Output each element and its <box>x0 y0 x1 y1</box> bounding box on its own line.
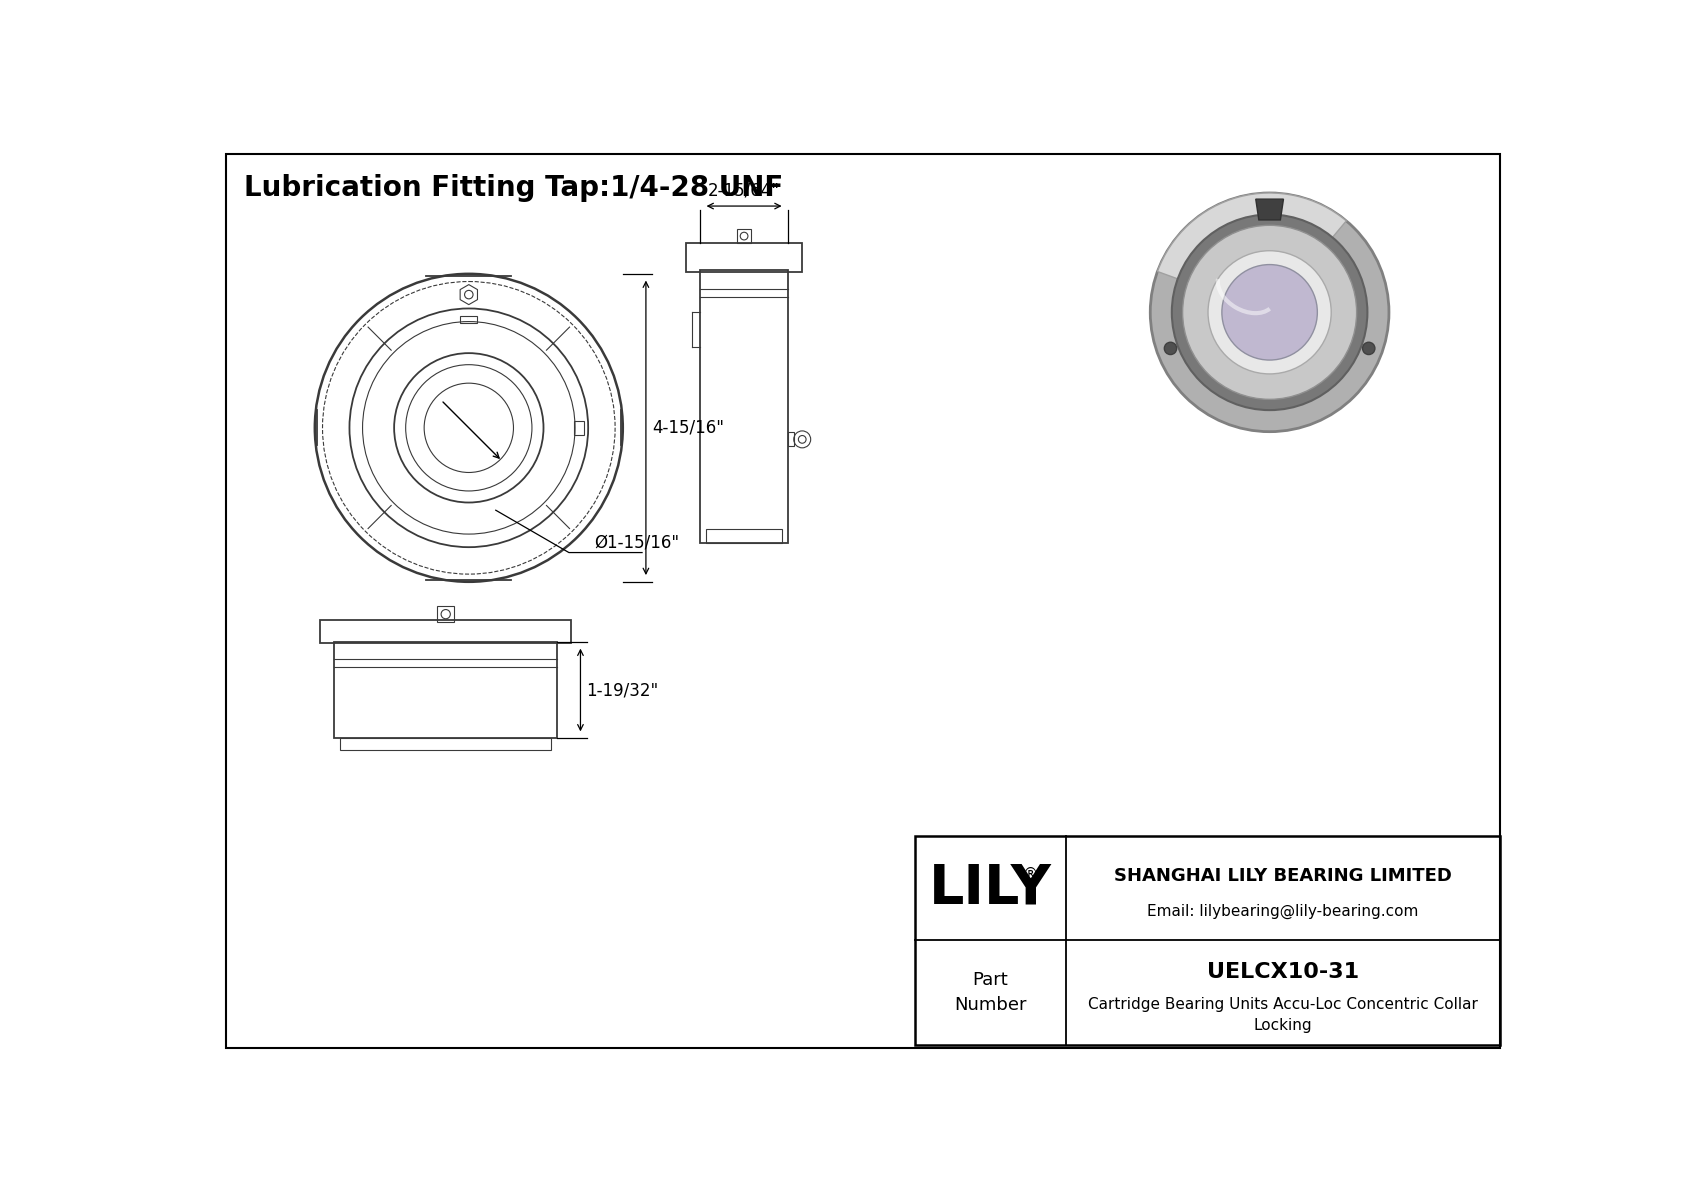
Text: Email: lilybearing@lily-bearing.com: Email: lilybearing@lily-bearing.com <box>1147 904 1418 918</box>
Wedge shape <box>1157 193 1346 280</box>
Text: SHANGHAI LILY BEARING LIMITED: SHANGHAI LILY BEARING LIMITED <box>1113 867 1452 885</box>
Bar <box>685 243 802 273</box>
Text: 2-15/64": 2-15/64" <box>707 181 780 199</box>
Circle shape <box>1164 342 1177 355</box>
Text: Part
Number: Part Number <box>955 971 1027 1014</box>
Text: Locking: Locking <box>1253 1018 1312 1034</box>
Circle shape <box>1150 193 1389 431</box>
Circle shape <box>1182 225 1357 399</box>
Text: 1-19/32": 1-19/32" <box>586 681 658 699</box>
Text: 4-15/16": 4-15/16" <box>652 419 724 437</box>
Bar <box>701 270 788 543</box>
Bar <box>438 606 455 622</box>
Bar <box>574 420 584 435</box>
Bar <box>340 738 551 750</box>
Polygon shape <box>1256 199 1283 220</box>
Circle shape <box>1207 251 1332 374</box>
Bar <box>460 316 477 323</box>
Text: Ø1-15/16": Ø1-15/16" <box>594 534 679 551</box>
Text: LILY: LILY <box>930 861 1052 915</box>
Bar <box>738 229 751 243</box>
Text: ®: ® <box>1022 867 1037 881</box>
Bar <box>320 621 571 643</box>
Text: UELCX10-31: UELCX10-31 <box>1207 961 1359 981</box>
Circle shape <box>1223 264 1317 360</box>
Bar <box>916 836 1500 1045</box>
Text: Cartridge Bearing Units Accu-Loc Concentric Collar: Cartridge Bearing Units Accu-Loc Concent… <box>1088 997 1477 1012</box>
Bar <box>333 642 557 738</box>
Bar <box>788 432 793 447</box>
Circle shape <box>1172 214 1367 410</box>
Circle shape <box>1362 342 1374 355</box>
Text: Lubrication Fitting Tap:1/4-28 UNF: Lubrication Fitting Tap:1/4-28 UNF <box>244 174 783 201</box>
Bar <box>706 530 781 543</box>
